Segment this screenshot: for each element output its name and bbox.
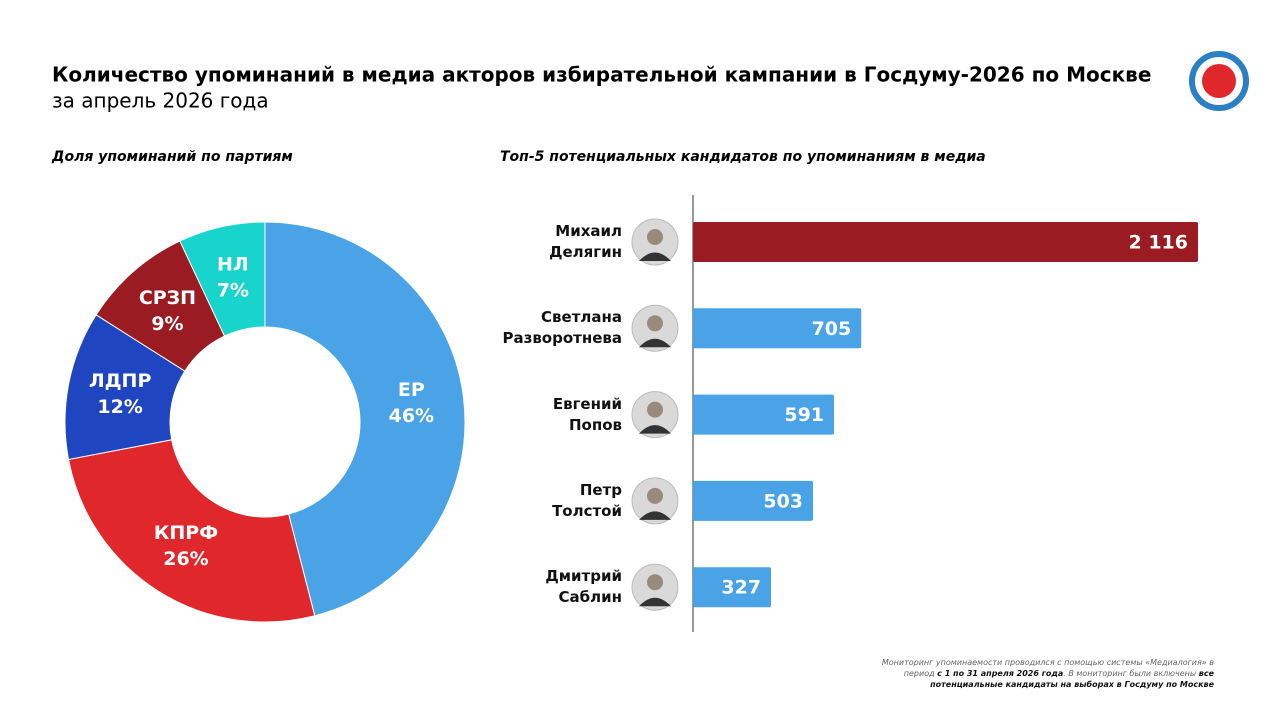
photo-head <box>647 487 663 504</box>
logo <box>1189 51 1249 111</box>
photo-body <box>639 252 671 261</box>
footnote-bold: с 1 по 31 апреля 2026 года <box>937 669 1064 678</box>
photo-body <box>639 597 671 607</box>
slice-value: 46% <box>389 405 434 427</box>
slice-value: 9% <box>151 313 183 335</box>
slice-value: 7% <box>217 280 249 302</box>
slice-label: НЛ <box>217 254 249 276</box>
slice-label: СРЗП <box>139 287 196 309</box>
footnote-text: . В мониторинг были включены <box>1063 669 1199 678</box>
photo-head <box>647 229 663 245</box>
slice-label: ЛДПР <box>89 370 152 392</box>
slice-label: КПРФ <box>154 522 218 544</box>
slice-value: 26% <box>163 548 208 570</box>
photo-head <box>647 315 663 332</box>
footnote: Мониторинг упоминаемости проводился с по… <box>869 657 1214 690</box>
candidate-name: Дмитрий Саблин <box>545 567 622 607</box>
bar <box>693 480 814 521</box>
bar <box>693 394 835 435</box>
pie-slice <box>179 221 266 337</box>
pie-title: Доля упоминаний по партиям <box>51 149 293 165</box>
bar <box>693 222 1198 262</box>
bar <box>693 567 772 608</box>
title: Количество упоминаний в медиа акторов из… <box>52 63 1151 87</box>
bar-value: 503 <box>763 490 803 512</box>
slice-label: ЕР <box>398 379 425 401</box>
bar-value: 2 116 <box>1129 232 1189 254</box>
photo-body <box>639 511 671 520</box>
pie-slice <box>264 221 466 617</box>
candidate-name: Евгений Попов <box>552 394 622 434</box>
candidate-name: Михаил Делягин <box>549 222 622 261</box>
candidate-name: Светлана Разворотнева <box>502 308 623 348</box>
bar-value: 327 <box>721 577 761 599</box>
photo-body <box>639 338 671 348</box>
bar <box>693 308 862 349</box>
photo-head <box>647 401 663 418</box>
footnote-text: Мониторинг упоминаемости проводился с по… <box>881 658 1214 678</box>
footnote-bold: все потенциальные кандидаты на выборах в… <box>930 669 1214 689</box>
candidate-name: Петр Толстой <box>552 480 623 520</box>
bar-value: 591 <box>784 404 824 426</box>
bar-value: 705 <box>812 318 852 340</box>
photo-body <box>639 425 671 434</box>
bar-title: Топ-5 потенциальных кандидатов по упомин… <box>500 149 986 165</box>
photo-head <box>647 574 663 591</box>
slice-value: 12% <box>97 396 142 418</box>
pie-slice <box>67 439 316 623</box>
subtitle: за апрель 2026 года <box>52 89 269 113</box>
